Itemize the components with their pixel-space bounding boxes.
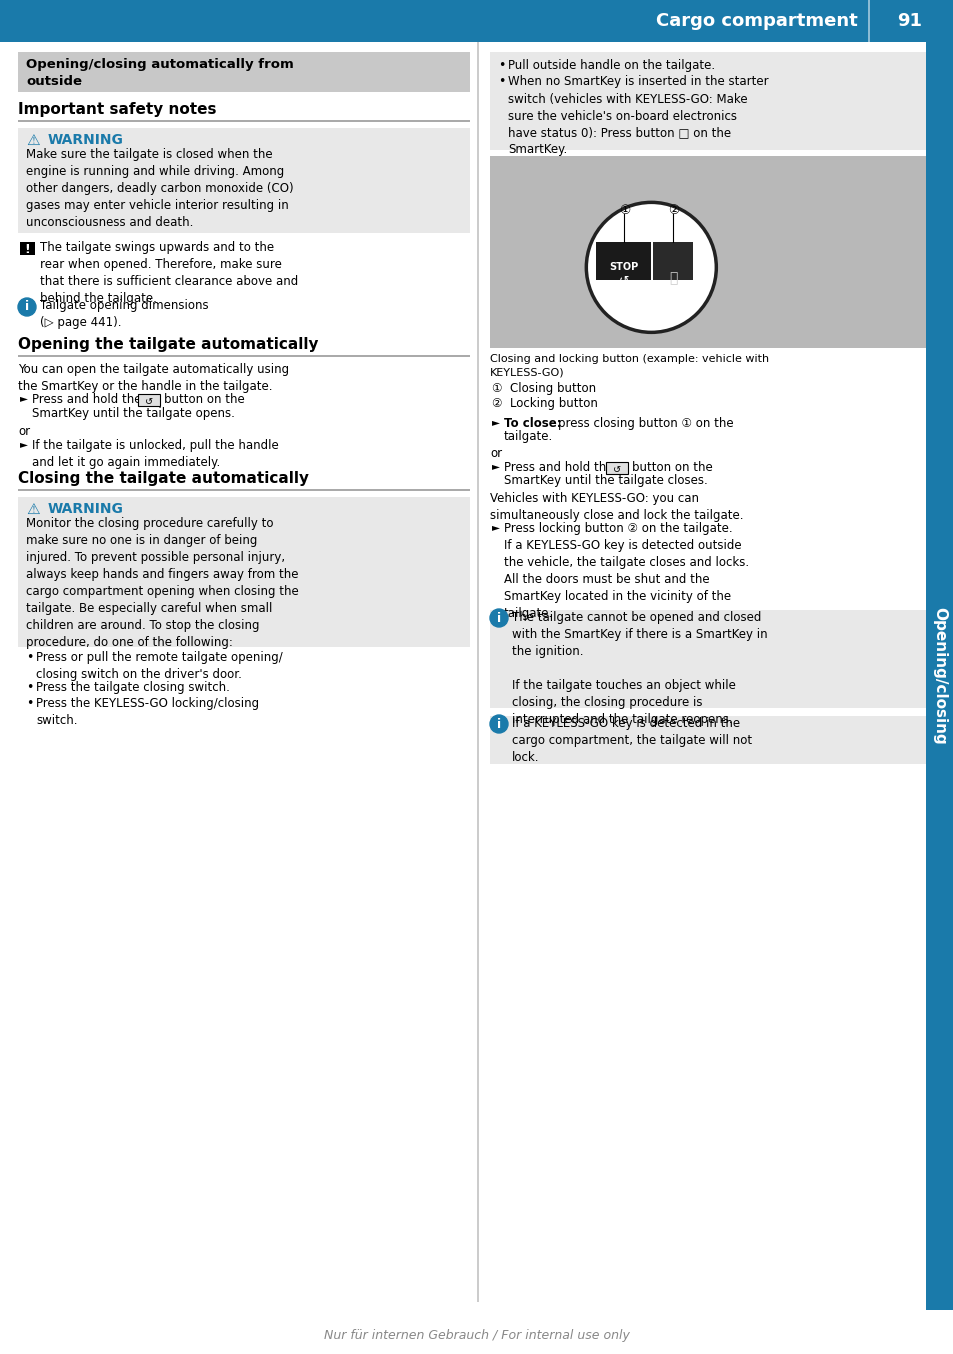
- Text: WARNING: WARNING: [48, 133, 124, 148]
- Text: SmartKey until the tailgate closes.: SmartKey until the tailgate closes.: [503, 474, 707, 487]
- Bar: [490, 716, 925, 764]
- Text: •: •: [26, 681, 33, 695]
- Text: STOP: STOP: [609, 263, 639, 272]
- Text: Press and hold the: Press and hold the: [503, 460, 613, 474]
- Text: WARNING: WARNING: [48, 502, 124, 516]
- Text: Vehicles with KEYLESS-GO: you can
simultaneously close and lock the tailgate.: Vehicles with KEYLESS-GO: you can simult…: [490, 492, 742, 523]
- Text: You can open the tailgate automatically using
the SmartKey or the handle in the : You can open the tailgate automatically …: [18, 363, 289, 393]
- Bar: [490, 611, 925, 708]
- Bar: [20, 242, 35, 255]
- Bar: [605, 462, 627, 474]
- Bar: [490, 156, 925, 348]
- Text: ►: ►: [20, 393, 28, 403]
- Text: •: •: [497, 76, 505, 88]
- Text: ↺: ↺: [145, 397, 152, 408]
- Text: ⚠: ⚠: [26, 133, 40, 148]
- Text: Important safety notes: Important safety notes: [18, 102, 216, 116]
- Text: ►: ►: [492, 523, 499, 532]
- Text: ②: ②: [667, 204, 679, 217]
- Text: Closing the tailgate automatically: Closing the tailgate automatically: [18, 471, 309, 486]
- Text: •: •: [497, 60, 505, 72]
- Bar: [653, 242, 693, 280]
- Text: ►: ►: [492, 460, 499, 471]
- Text: ②  Locking button: ② Locking button: [492, 397, 598, 410]
- Text: Opening/closing automatically from
outside: Opening/closing automatically from outsi…: [26, 58, 294, 88]
- Circle shape: [586, 202, 716, 332]
- Text: The tailgate cannot be opened and closed
with the SmartKey if there is a SmartKe: The tailgate cannot be opened and closed…: [512, 611, 767, 726]
- Text: •: •: [26, 651, 33, 663]
- Text: •: •: [26, 697, 33, 711]
- Text: ①  Closing button: ① Closing button: [492, 382, 596, 395]
- Text: When no SmartKey is inserted in the starter
switch (vehicles with KEYLESS-GO: Ma: When no SmartKey is inserted in the star…: [507, 76, 768, 157]
- Text: ►: ►: [492, 417, 499, 427]
- Circle shape: [18, 298, 36, 315]
- Text: Cargo compartment: Cargo compartment: [656, 12, 857, 30]
- Text: Tailgate opening dimensions
(▷ page 441).: Tailgate opening dimensions (▷ page 441)…: [40, 299, 209, 329]
- Text: 91: 91: [897, 12, 922, 30]
- Bar: [18, 489, 470, 490]
- Text: i: i: [497, 612, 500, 624]
- Text: tailgate.: tailgate.: [503, 431, 553, 443]
- Text: ①: ①: [618, 204, 629, 217]
- Text: Press locking button ② on the tailgate.
If a KEYLESS-GO key is detected outside
: Press locking button ② on the tailgate. …: [503, 523, 748, 620]
- Bar: [867, 0, 869, 42]
- Text: Press and hold the: Press and hold the: [32, 393, 141, 406]
- Text: i: i: [25, 301, 29, 314]
- Text: ►: ►: [20, 439, 28, 450]
- Text: Press the KEYLESS-GO locking/closing
switch.: Press the KEYLESS-GO locking/closing swi…: [36, 697, 259, 727]
- Bar: [18, 355, 470, 356]
- Text: If a KEYLESS-GO key is detected in the
cargo compartment, the tailgate will not
: If a KEYLESS-GO key is detected in the c…: [512, 718, 751, 764]
- Text: or: or: [18, 425, 30, 437]
- Text: Pull outside handle on the tailgate.: Pull outside handle on the tailgate.: [507, 60, 715, 72]
- Bar: [490, 51, 925, 150]
- Text: Make sure the tailgate is closed when the
engine is running and while driving. A: Make sure the tailgate is closed when th…: [26, 148, 294, 229]
- Text: SmartKey until the tailgate opens.: SmartKey until the tailgate opens.: [32, 408, 234, 420]
- Text: !: !: [24, 242, 30, 256]
- Text: Nur für internen Gebrauch / For internal use only: Nur für internen Gebrauch / For internal…: [324, 1328, 629, 1342]
- Text: press closing button ① on the: press closing button ① on the: [558, 417, 733, 431]
- Text: ⚠: ⚠: [26, 502, 40, 517]
- Text: Press the tailgate closing switch.: Press the tailgate closing switch.: [36, 681, 230, 695]
- Bar: [925, 42, 953, 1311]
- Bar: [596, 242, 651, 280]
- Text: Closing and locking button (example: vehicle with
KEYLESS-GO): Closing and locking button (example: veh…: [490, 353, 768, 378]
- Bar: [18, 497, 470, 647]
- Bar: [18, 121, 470, 122]
- Text: i: i: [497, 718, 500, 731]
- Text: To close:: To close:: [503, 417, 561, 431]
- Circle shape: [490, 609, 507, 627]
- Text: Press or pull the remote tailgate opening/
closing switch on the driver's door.: Press or pull the remote tailgate openin…: [36, 651, 282, 681]
- Text: button on the: button on the: [164, 393, 245, 406]
- Bar: [476, 42, 478, 1303]
- Text: or: or: [490, 447, 501, 460]
- Bar: [0, 0, 953, 42]
- Text: Monitor the closing procedure carefully to
make sure no one is in danger of bein: Monitor the closing procedure carefully …: [26, 517, 298, 649]
- Bar: [18, 129, 470, 233]
- Text: button on the: button on the: [631, 460, 712, 474]
- Text: The tailgate swings upwards and to the
rear when opened. Therefore, make sure
th: The tailgate swings upwards and to the r…: [40, 241, 298, 305]
- Text: 🔒: 🔒: [668, 271, 677, 286]
- Circle shape: [490, 715, 507, 733]
- Text: Opening the tailgate automatically: Opening the tailgate automatically: [18, 337, 318, 352]
- Text: Opening/closing: Opening/closing: [931, 607, 946, 745]
- Text: ↺: ↺: [618, 275, 629, 288]
- Text: ↺: ↺: [612, 464, 620, 475]
- Text: If the tailgate is unlocked, pull the handle
and let it go again immediately.: If the tailgate is unlocked, pull the ha…: [32, 439, 278, 468]
- Bar: [18, 51, 470, 92]
- Bar: [138, 394, 160, 406]
